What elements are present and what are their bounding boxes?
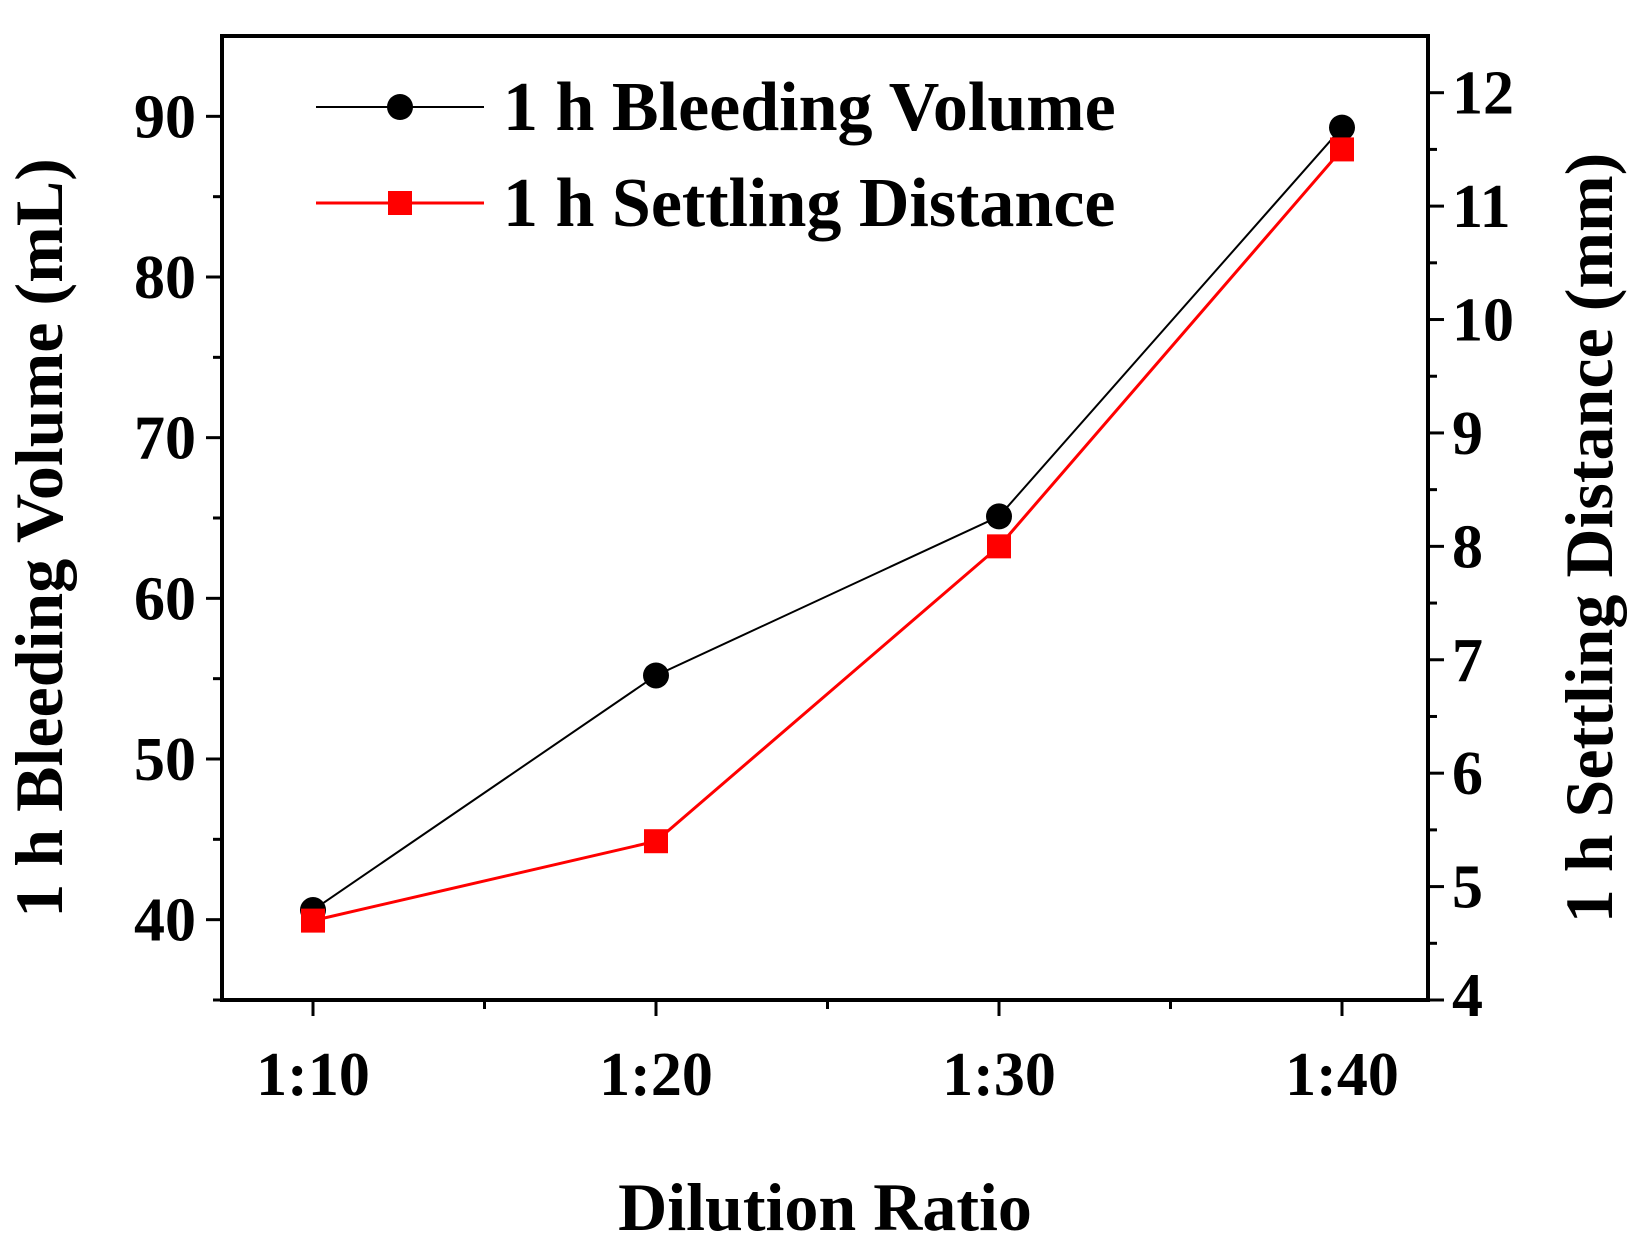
right-axis-tick-label: 6 (1452, 740, 1483, 808)
data-point-square (301, 908, 325, 933)
legend-marker-circle (387, 94, 413, 120)
left-axis-tick-label: 80 (134, 244, 196, 312)
right-axis-tick-label: 4 (1452, 962, 1483, 1030)
legend-label: 1 h Settling Distance (503, 165, 1116, 242)
right-axis-tick-label: 5 (1452, 854, 1483, 922)
left-axis-tick-label: 70 (134, 405, 196, 473)
right-axis-tick-label: 9 (1452, 400, 1483, 468)
right-axis-title: 1 h Settling Distance (mm) (1551, 153, 1627, 924)
x-axis-tick-label: 1:40 (1285, 1041, 1399, 1109)
right-axis-tick-label: 8 (1452, 513, 1483, 581)
x-axis-tick-label: 1:20 (599, 1041, 713, 1109)
left-axis-tick-label: 90 (134, 83, 196, 151)
series-line-1 (312, 126, 1343, 911)
legend-label: 1 h Bleeding Volume (503, 69, 1116, 146)
data-point-circle (986, 503, 1012, 530)
x-axis-tick-label: 1:30 (942, 1041, 1056, 1109)
legend-marker-square (388, 191, 412, 215)
x-axis-title: Dilution Ratio (618, 1169, 1032, 1245)
left-axis-title: 1 h Bleeding Volume (mL) (1, 158, 77, 917)
x-axis-tick-label: 1:10 (256, 1041, 370, 1109)
left-axis-tick-label: 60 (134, 565, 196, 633)
data-point-square (1330, 137, 1354, 162)
right-axis-tick-label: 12 (1452, 60, 1514, 128)
right-axis-tick-label: 10 (1452, 287, 1514, 355)
data-point-square (987, 534, 1011, 559)
left-axis-tick-label: 40 (134, 887, 196, 955)
right-axis-tick-label: 7 (1452, 627, 1483, 695)
data-point-circle (1329, 114, 1355, 141)
data-point-circle (643, 662, 669, 689)
series-line-2 (312, 148, 1344, 923)
left-axis-tick-label: 50 (134, 726, 196, 794)
right-axis-tick-label: 11 (1452, 173, 1511, 241)
data-point-square (644, 829, 668, 854)
